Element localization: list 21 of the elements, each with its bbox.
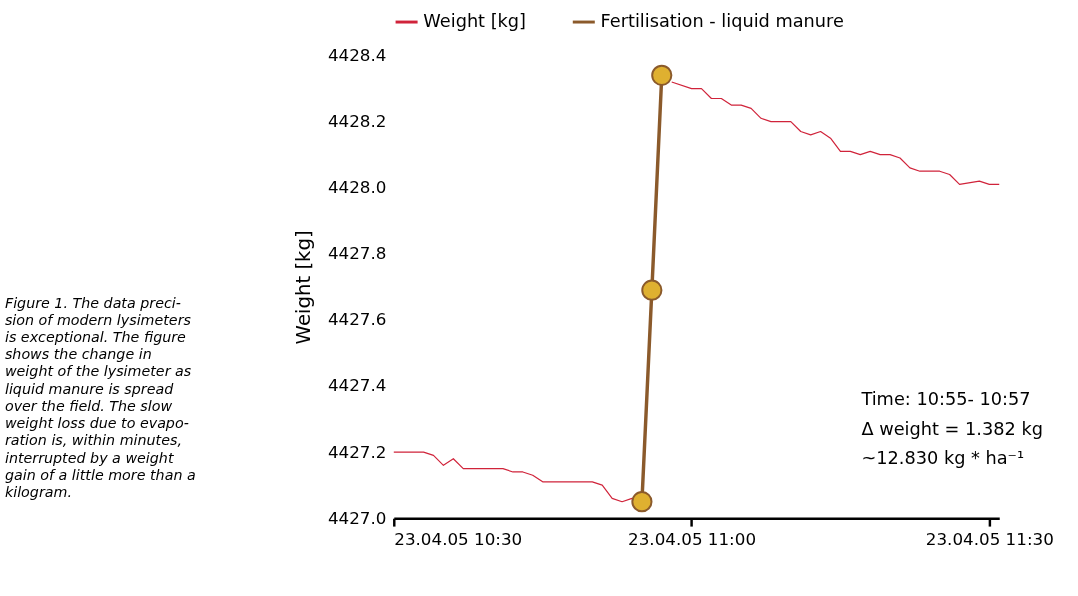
y-tick-label: 4427.6 — [327, 309, 387, 330]
y-tick-label: 4427.2 — [327, 441, 387, 462]
x-tick-label: 23.04.05 10:30 — [394, 529, 523, 550]
annotation: Δ weight = 1.382 kg — [861, 418, 1043, 439]
y-tick-label: 4428.0 — [327, 177, 387, 198]
legend-label: Fertilisation - liquid manure — [600, 10, 844, 31]
y-tick-label: 4428.4 — [327, 44, 387, 65]
y-tick-label: 4427.8 — [327, 243, 387, 264]
legend-label: Weight [kg] — [423, 10, 527, 31]
x-tick-label: 23.04.05 11:00 — [628, 529, 757, 550]
annotation: Time: 10:55- 10:57 — [860, 389, 1031, 410]
y-axis-title: Weight [kg] — [292, 230, 316, 345]
text: Figure 1. The data preci- sion of modern lysimeters is exceptional. The figure shows the change in weight of the lysimeter as liquid manure is spread over the field. The slow weight loss due to evapo- ration is, within minutes, interrupted by a weight gain of a little more than a kilogram. — [4, 294, 196, 501]
annotation: ~12.830 kg * ha⁻¹ — [861, 448, 1025, 469]
point — [641, 279, 663, 301]
y-tick-label: 4427.0 — [327, 507, 387, 528]
y-tick-label: 4427.4 — [327, 375, 387, 396]
point — [631, 491, 653, 513]
y-tick-label: 4428.2 — [327, 111, 387, 132]
point — [651, 64, 673, 86]
x-tick-label: 23.04.05 11:30 — [925, 529, 1054, 550]
